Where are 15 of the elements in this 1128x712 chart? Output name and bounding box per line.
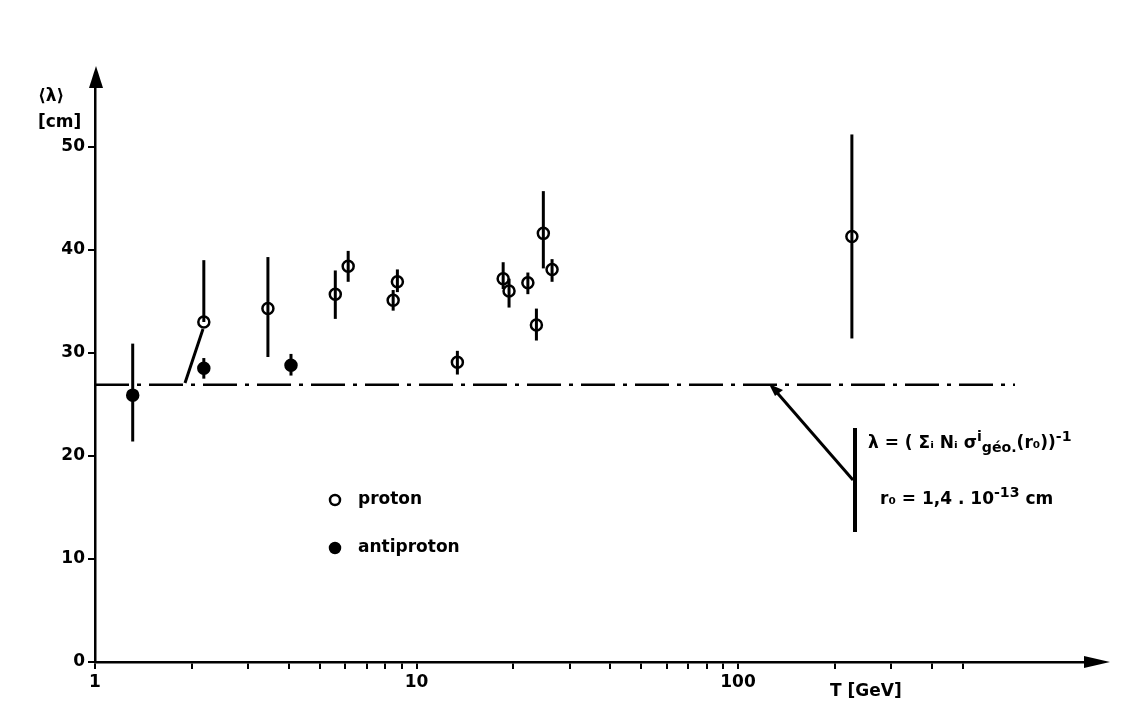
annotation: r₀ = 1,4 . 10$^{-13}$ cm — [880, 484, 1054, 508]
y-tick-label: 10 — [61, 547, 86, 568]
x-tick-label: 100 — [720, 670, 756, 691]
annotation: λ = ( Σᵢ Nᵢ σ$^{i}$$_{géo.}$(r₀))$^{-1}$ — [868, 428, 1072, 456]
y-tick-label: 30 — [61, 341, 86, 362]
y-tick-label: 50 — [61, 135, 86, 156]
x-axis-title: T [GeV] — [830, 680, 902, 700]
x-tick-label: 10 — [404, 670, 429, 691]
y-axis-title: ⟨λ⟩ [cm] — [38, 84, 83, 133]
legend-label: proton — [358, 488, 423, 508]
y-tick-label: 20 — [61, 444, 86, 465]
y-tick-label: 0 — [73, 650, 86, 671]
legend-label: antiproton — [358, 536, 460, 556]
y-tick-label: 40 — [61, 238, 86, 259]
x-tick-label: 1 — [89, 670, 101, 691]
